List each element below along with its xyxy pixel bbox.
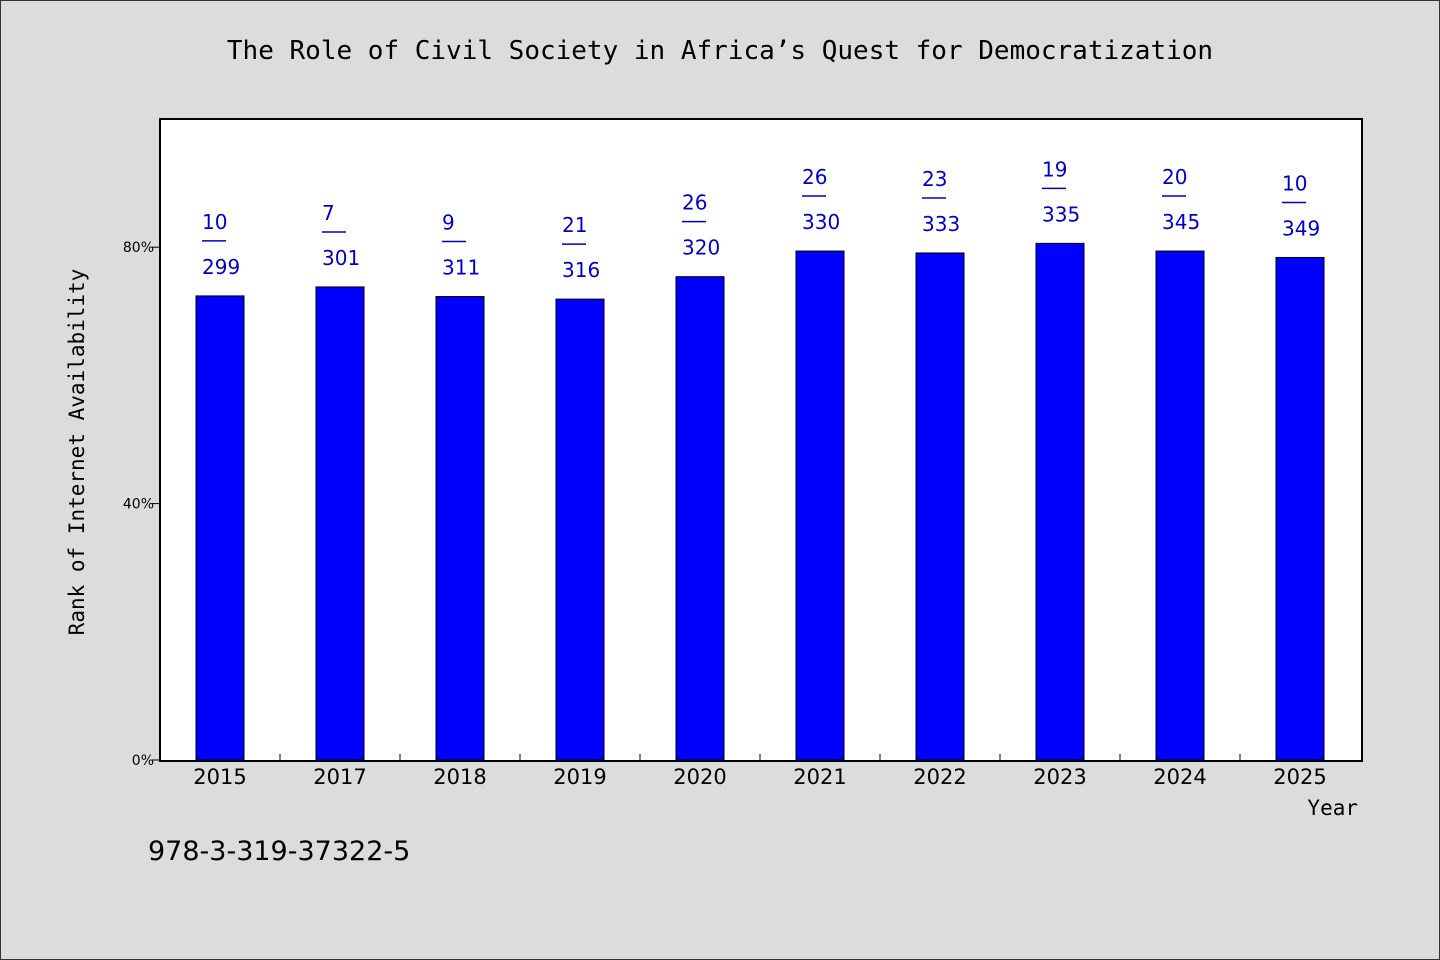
data-labels: 10 299 7 301 9 311 21 316 26 320 26 330 23 333 19 335 20…	[202, 157, 1320, 282]
bar	[1275, 256, 1325, 761]
x-axis-title: Year	[1307, 796, 1358, 820]
data-label-denominator: 349	[1282, 216, 1320, 240]
y-axis-ticks: 0% 40% 80%	[123, 240, 160, 769]
x-tick-label: 2024	[1153, 765, 1206, 789]
y-tick-label: 80%	[123, 240, 154, 256]
bar	[1155, 250, 1205, 761]
bar	[195, 295, 245, 761]
y-tick-label: 0%	[132, 753, 154, 769]
data-label-denominator: 320	[682, 236, 720, 260]
x-tick-label: 2023	[1033, 765, 1086, 789]
x-tick-label: 2017	[313, 765, 366, 789]
data-label-denominator: 299	[202, 255, 240, 279]
data-label-denominator: 311	[442, 256, 480, 280]
data-label-denominator: 345	[1162, 210, 1200, 234]
data-label-numerator: 7	[322, 201, 335, 225]
data-label-numerator: 10	[202, 210, 227, 234]
bar	[435, 296, 485, 761]
x-tick-label: 2025	[1273, 765, 1326, 789]
bar	[1035, 242, 1085, 761]
x-tick-label: 2021	[793, 765, 846, 789]
x-axis-ticks: 2015 2017 2018 2019 2020 2021 2022 2023 2024 2025	[193, 754, 1327, 789]
x-tick-label: 2018	[433, 765, 486, 789]
bar	[315, 286, 365, 761]
data-label-denominator: 330	[802, 210, 840, 234]
data-label-denominator: 335	[1042, 202, 1080, 226]
bar	[555, 298, 605, 761]
data-label-numerator: 21	[562, 213, 587, 237]
bar	[795, 250, 845, 761]
bar	[675, 276, 725, 761]
data-label-denominator: 333	[922, 212, 960, 236]
data-label-numerator: 26	[682, 191, 707, 215]
data-label-numerator: 20	[1162, 165, 1187, 189]
x-tick-label: 2015	[193, 765, 246, 789]
data-label-numerator: 23	[922, 167, 947, 191]
bar	[915, 252, 965, 761]
x-tick-label: 2019	[553, 765, 606, 789]
bar-series	[195, 242, 1325, 761]
data-label-denominator: 316	[562, 258, 600, 282]
chart-title: The Role of Civil Society in Africa’s Qu…	[226, 36, 1214, 66]
data-label-numerator: 10	[1282, 171, 1307, 195]
isbn-label: 978-3-319-37322-5	[148, 836, 411, 867]
data-label-denominator: 301	[322, 246, 360, 270]
data-label-numerator: 9	[442, 211, 455, 235]
data-label-numerator: 26	[802, 165, 827, 189]
data-label-numerator: 19	[1042, 157, 1067, 181]
x-tick-label: 2022	[913, 765, 966, 789]
x-tick-label: 2020	[673, 765, 726, 789]
y-tick-label: 40%	[123, 497, 154, 513]
